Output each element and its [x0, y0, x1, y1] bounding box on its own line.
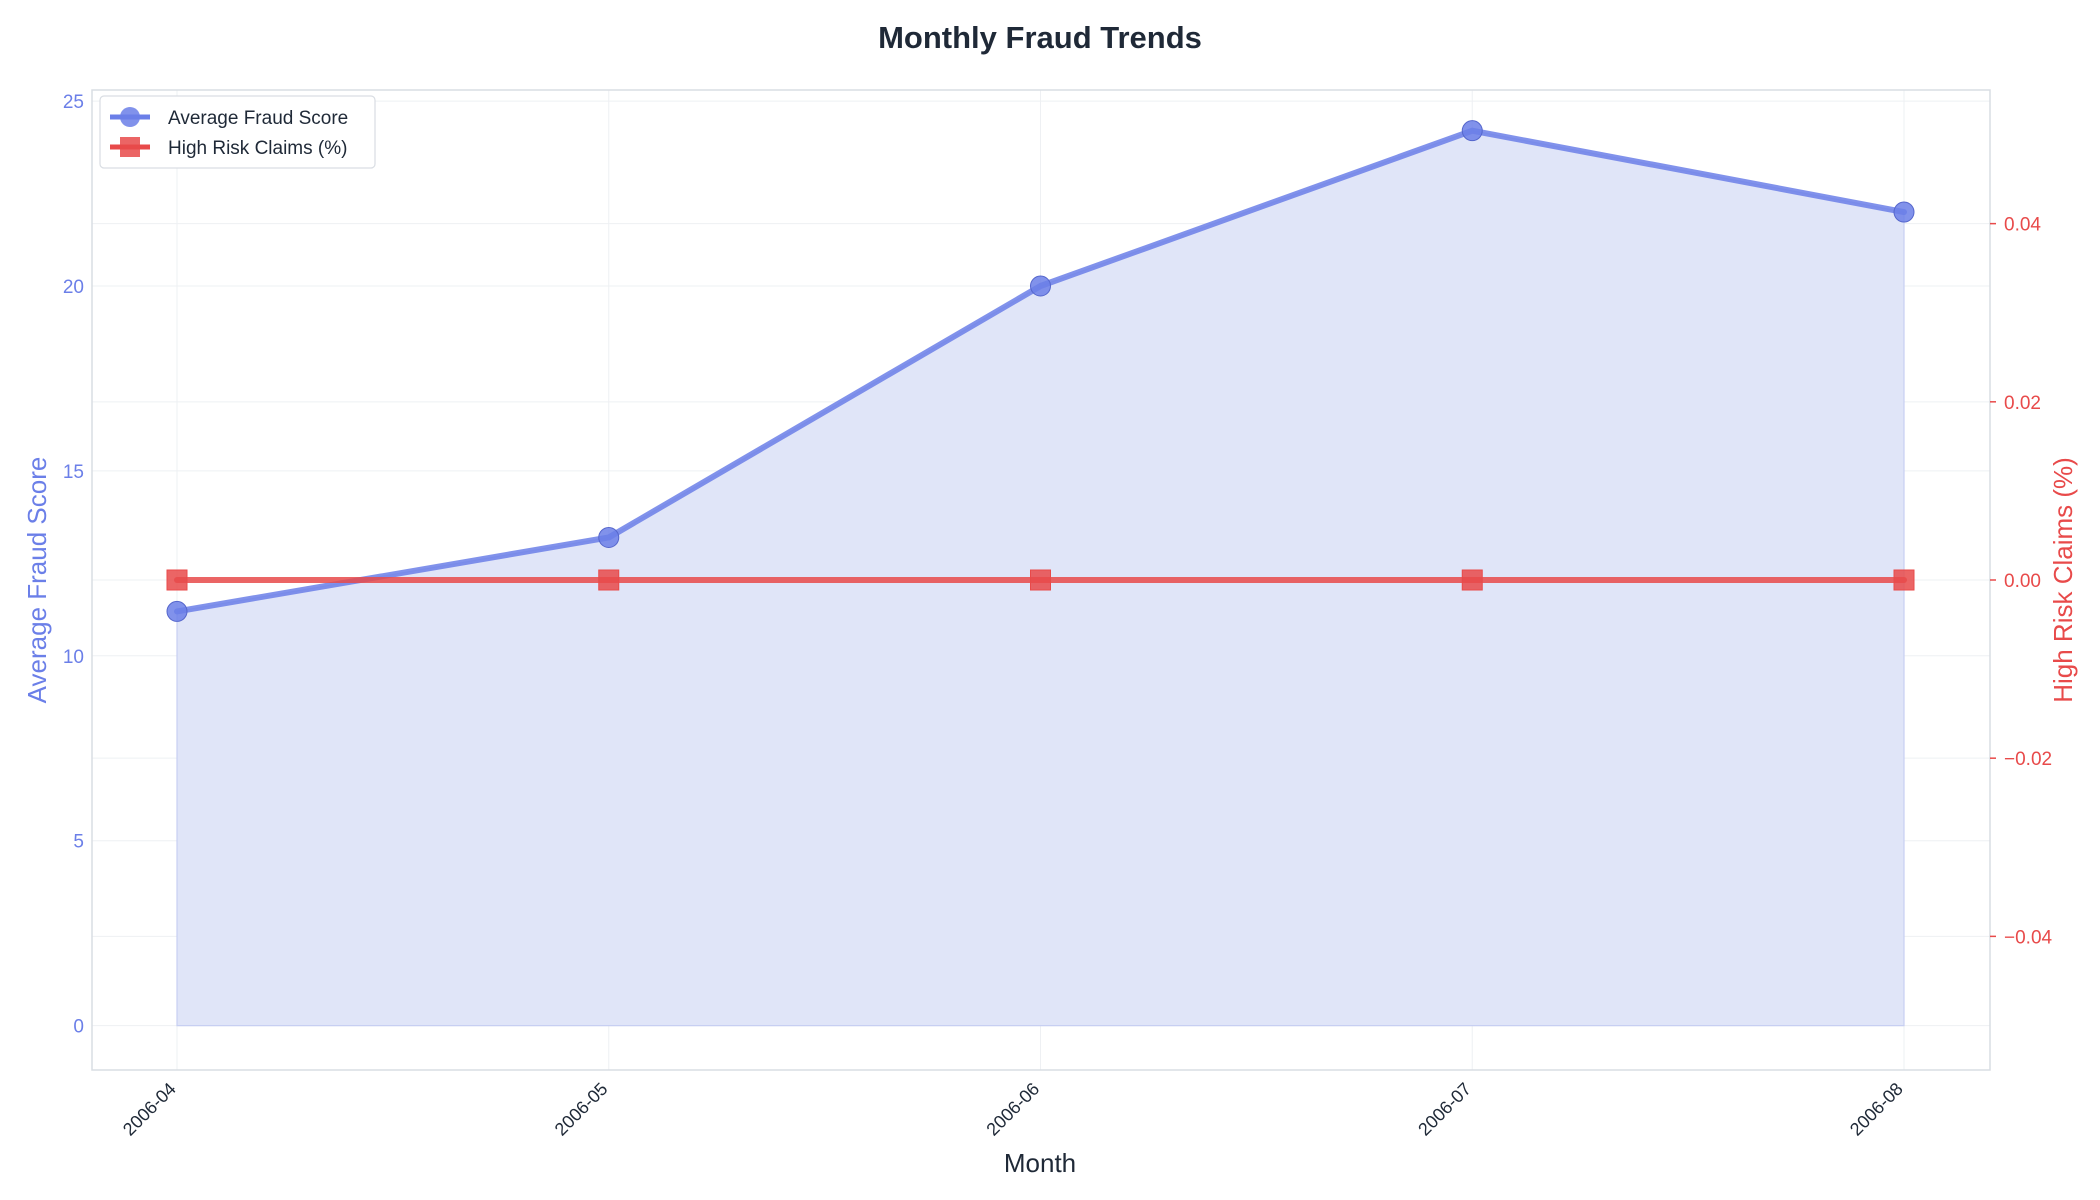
series-point-average-fraud-score-2006-07	[1461, 120, 1483, 142]
series-point-average-fraud-score-2006-08	[1893, 201, 1915, 223]
legend-box	[99, 95, 376, 169]
legend-label-high-risk: High Risk Claims (%)	[168, 138, 347, 159]
series-point-average-fraud-score-2006-04	[166, 600, 188, 622]
series-point-high-risk-claims-2006-05	[598, 569, 620, 591]
y-left-tick-label: 15	[63, 462, 84, 483]
series-point-high-risk-claims-2006-07	[1461, 569, 1483, 591]
legend-marker-fraud-score	[120, 107, 140, 127]
legend: Average Fraud Score High Risk Claims (%)	[99, 95, 376, 169]
y-left-tick-label: 10	[63, 647, 84, 668]
y-right-tick-label: 0.02	[2004, 393, 2041, 414]
y-left-tick-label: 5	[73, 832, 84, 853]
y-right-tick-label: −0.04	[2004, 927, 2053, 948]
series-point-high-risk-claims-2006-04	[166, 569, 188, 591]
y-axis-right-label: High Risk Claims (%)	[2048, 457, 2078, 703]
series-point-average-fraud-score-2006-05	[598, 526, 620, 548]
y-right-tick-label: −0.02	[2004, 749, 2052, 770]
y-axis-left-label: Average Fraud Score	[22, 457, 52, 704]
y-left-tick-label: 25	[63, 92, 84, 113]
legend-label-fraud-score: Average Fraud Score	[168, 108, 348, 129]
x-axis-label: Month	[1004, 1148, 1076, 1178]
y-right-tick-label: 0.00	[2004, 571, 2041, 592]
y-left-tick-label: 0	[73, 1017, 84, 1038]
marker-layer	[166, 120, 1915, 622]
legend-marker-high-risk	[120, 137, 140, 157]
series-point-high-risk-claims-2006-06	[1030, 569, 1051, 591]
chart-title: Monthly Fraud Trends	[878, 20, 1202, 55]
series-point-high-risk-claims-2006-08	[1893, 569, 1915, 591]
y-left-tick-label: 20	[63, 277, 84, 298]
y-right-tick-label: 0.04	[2004, 215, 2041, 236]
series-point-average-fraud-score-2006-06	[1030, 275, 1051, 297]
